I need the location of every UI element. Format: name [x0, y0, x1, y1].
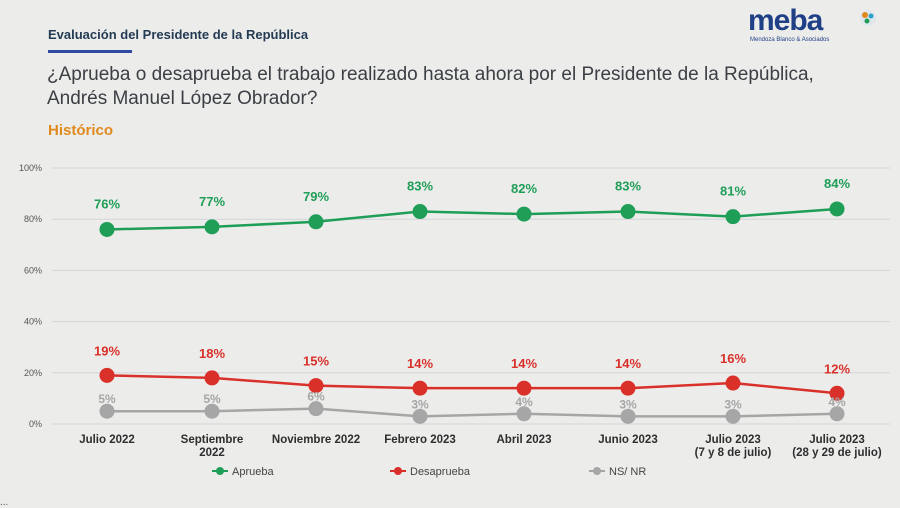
series-line-nsnr — [107, 407, 838, 418]
legend-swatch-marker — [394, 467, 402, 475]
data-label: 19% — [94, 343, 120, 358]
data-point — [516, 206, 532, 222]
data-point — [308, 401, 324, 417]
logo-dots-icon — [860, 10, 876, 26]
data-point — [204, 370, 220, 386]
y-tick-label: 0% — [29, 419, 42, 429]
data-point — [829, 406, 845, 422]
brand-logo: meba Mendoza Blanco & Asociados — [748, 4, 878, 48]
data-point — [99, 367, 115, 383]
data-point — [620, 204, 636, 220]
series-line-desaprueba — [106, 374, 838, 395]
data-point — [412, 204, 428, 220]
data-label: 84% — [824, 176, 850, 191]
data-label: 15% — [303, 354, 329, 369]
data-label: 4% — [828, 395, 846, 409]
data-label: 16% — [720, 351, 746, 366]
data-label: 18% — [199, 346, 225, 361]
x-tick-label: Julio 2023 — [705, 434, 761, 446]
approval-line-chart: 0% 20% 40% 60% 80% 100% 76% 77% 79% 83% 82% 83% 81% 8… — [19, 163, 890, 478]
legend-label: Desaprueba — [410, 466, 471, 478]
x-tick-label: Septiembre — [181, 434, 244, 446]
data-label: 3% — [724, 397, 742, 411]
x-tick-label: (28 y 29 de julio) — [792, 447, 882, 459]
data-label: 3% — [619, 397, 637, 411]
data-label: 5% — [98, 392, 116, 406]
data-label: 76% — [94, 196, 120, 211]
data-point — [829, 201, 845, 217]
x-tick-label: (7 y 8 de julio) — [695, 447, 772, 459]
logo-tagline: Mendoza Blanco & Asociados — [750, 37, 830, 43]
data-label: 14% — [615, 356, 641, 371]
data-point — [412, 380, 428, 396]
data-label: 6% — [307, 390, 325, 404]
data-point — [620, 408, 636, 424]
data-label: 14% — [511, 356, 537, 371]
title-underline — [48, 50, 132, 53]
x-tick-label: Febrero 2023 — [384, 434, 456, 446]
chart-subtitle: Histórico — [48, 122, 114, 139]
x-tick-label: Noviembre 2022 — [272, 434, 360, 446]
data-point — [204, 403, 220, 419]
y-tick-label: 40% — [24, 317, 42, 327]
data-label: 3% — [411, 397, 429, 411]
x-tick-label: Julio 2023 — [809, 434, 865, 446]
y-tick-label: 60% — [24, 265, 42, 275]
data-label: 5% — [203, 392, 221, 406]
data-label: 81% — [720, 184, 746, 199]
x-tick-label: 2022 — [199, 447, 225, 459]
data-label: 79% — [303, 189, 329, 204]
x-tick-label: Abril 2023 — [497, 434, 552, 446]
data-point — [725, 408, 741, 424]
data-point — [516, 406, 532, 422]
logo-wordmark: meba — [748, 4, 823, 37]
data-label: 77% — [199, 194, 225, 209]
data-point — [516, 380, 532, 396]
data-point — [308, 378, 324, 394]
data-label: 83% — [407, 179, 433, 194]
data-point — [620, 380, 636, 396]
data-point — [829, 385, 845, 401]
legend-label: Aprueba — [232, 466, 274, 478]
data-point — [99, 221, 115, 237]
x-tick-label: Junio 2023 — [598, 434, 657, 446]
report-title: Evaluación del Presidente de la Repúblic… — [48, 27, 309, 42]
data-point — [204, 219, 220, 235]
x-tick-label: Julio 2022 — [79, 434, 135, 446]
data-label: 83% — [615, 179, 641, 194]
data-point — [99, 403, 115, 419]
data-point — [308, 214, 324, 230]
series-line-aprueba — [106, 207, 838, 231]
legend-swatch-marker — [216, 467, 224, 475]
survey-question: ¿Aprueba o desaprueba el trabajo realiza… — [47, 64, 814, 109]
data-label: 82% — [511, 181, 537, 196]
y-tick-label: 100% — [19, 163, 42, 173]
y-tick-label: 20% — [24, 368, 42, 378]
data-label: 14% — [407, 356, 433, 371]
y-tick-label: 80% — [24, 214, 42, 224]
data-point — [725, 209, 741, 225]
data-point — [412, 408, 428, 424]
data-label: 4% — [515, 395, 533, 409]
data-label: 12% — [824, 361, 850, 376]
footer-note: ... — [0, 497, 9, 508]
data-point — [725, 375, 741, 391]
legend-label: NS/ NR — [609, 466, 646, 478]
legend-swatch-marker — [593, 467, 601, 475]
